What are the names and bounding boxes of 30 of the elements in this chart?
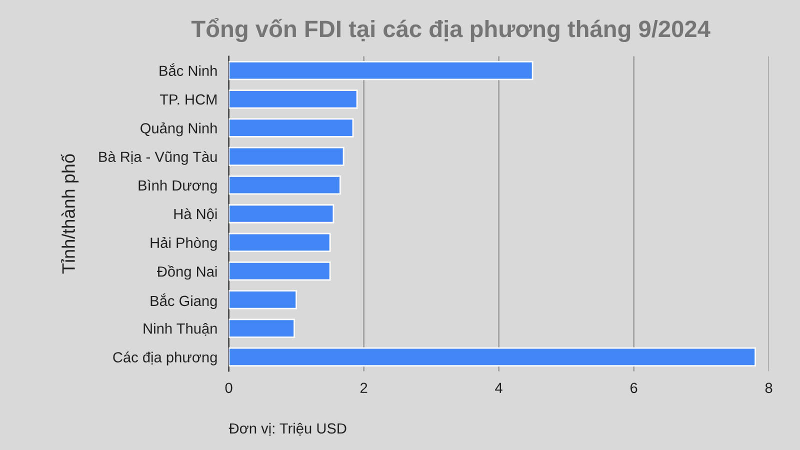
bar <box>228 118 354 138</box>
y-tick-label: TP. HCM <box>160 94 216 105</box>
bar <box>228 347 756 367</box>
y-tick-label: Bắc Giang <box>150 293 217 310</box>
y-tick-label: Bắc Ninh <box>160 63 217 76</box>
bar <box>228 204 334 224</box>
text: Đơn vị: Triệu USD <box>228 422 346 436</box>
bar <box>228 176 341 195</box>
y-tick-label: Hải Phòng <box>150 236 217 251</box>
bar <box>228 60 534 80</box>
y-tick-label: Đồng Nai <box>156 265 217 280</box>
y-tick-label: Ninh Thuận <box>144 322 217 336</box>
bar <box>228 290 297 310</box>
x-tick-label: 2 <box>360 382 368 393</box>
y-tick-label: Các địa phương <box>113 352 217 366</box>
x-tick-label: 6 <box>630 382 638 394</box>
bar <box>228 90 358 109</box>
x-tick-label: 4 <box>495 382 502 393</box>
y-axis-title: Tỉnh/thành phố <box>60 154 79 274</box>
bar <box>228 318 295 338</box>
y-tick-label: Bà Rịa - Vũng Tàu <box>99 151 217 165</box>
y-tick-label: Bình Dương <box>138 180 217 194</box>
bar <box>228 232 331 252</box>
chart-title: Tổng vốn FDI tại các địa phương tháng 9/2024 <box>191 18 710 42</box>
bar <box>228 146 344 166</box>
bar <box>228 261 331 281</box>
y-tick-label: Hà Nội <box>174 208 217 222</box>
y-tick-label: Quảng Ninh <box>140 122 217 136</box>
x-tick-label: 8 <box>765 382 772 394</box>
x-tick-label: 0 <box>225 382 232 394</box>
